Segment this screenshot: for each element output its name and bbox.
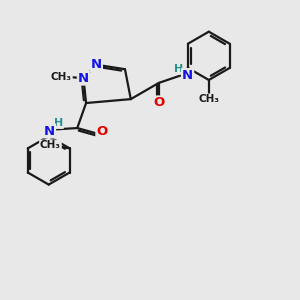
Text: N: N [182, 69, 193, 82]
Text: H: H [174, 64, 183, 74]
Text: N: N [78, 71, 89, 85]
Text: N: N [44, 124, 55, 137]
Text: O: O [154, 96, 165, 110]
Text: CH₃: CH₃ [51, 72, 72, 82]
Text: N: N [91, 58, 102, 71]
Text: CH₃: CH₃ [40, 140, 61, 150]
Text: H: H [54, 118, 63, 128]
Text: O: O [96, 125, 108, 138]
Text: CH₃: CH₃ [198, 94, 219, 104]
